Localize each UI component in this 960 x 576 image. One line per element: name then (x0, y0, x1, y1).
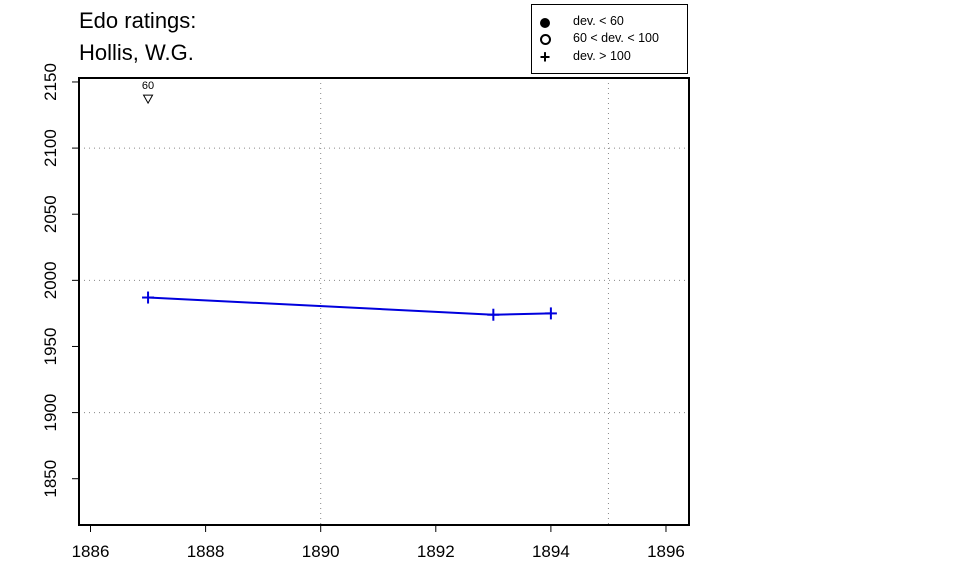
chart-title-line2: Hollis, W.G. (79, 40, 194, 65)
x-tick-label: 1888 (187, 542, 225, 561)
series-layer (142, 291, 557, 321)
legend-item-low-dev: dev. < 60 (532, 13, 687, 31)
grid-lines (79, 78, 689, 525)
x-tick-label: 1886 (72, 542, 110, 561)
y-tick-label: 2050 (41, 195, 60, 233)
annotation-label: 60 (142, 80, 154, 92)
y-tick-label: 2150 (41, 63, 60, 101)
x-tick-label: 1892 (417, 542, 455, 561)
y-tick-label: 1950 (41, 328, 60, 366)
legend-item-mid-dev: 60 < dev. < 100 (532, 30, 687, 48)
y-tick-label: 2100 (41, 129, 60, 167)
chart-title-line1: Edo ratings: (79, 8, 197, 33)
y-tick-label: 2000 (41, 261, 60, 299)
plot-frame (78, 77, 690, 526)
rating-line (148, 296, 551, 316)
y-axis: 1850 1900 1950 2000 2050 2100 2150 (41, 63, 79, 498)
legend-label: dev. < 60 (573, 14, 624, 28)
legend-item-high-dev: + dev. > 100 (532, 48, 687, 66)
data-point-plus (544, 307, 557, 320)
x-tick-label: 1894 (532, 542, 570, 561)
legend-label: 60 < dev. < 100 (573, 31, 659, 45)
down-triangle-icon (142, 94, 154, 105)
x-axis: 1886 1888 1890 1892 1894 1896 (72, 525, 685, 561)
y-tick-label: 1850 (41, 460, 60, 498)
data-point-plus (487, 308, 500, 321)
y-tick-label: 1900 (41, 394, 60, 432)
x-tick-label: 1896 (647, 542, 685, 561)
legend-label: dev. > 100 (573, 49, 631, 63)
open-circle-icon (538, 30, 552, 48)
plus-icon: + (539, 47, 551, 67)
x-tick-label: 1890 (302, 542, 340, 561)
filled-circle-icon (538, 13, 552, 31)
legend: dev. < 60 60 < dev. < 100 + dev. > 100 (531, 4, 688, 74)
annotation-layer: 60 (142, 80, 154, 105)
data-point-plus (142, 291, 155, 304)
